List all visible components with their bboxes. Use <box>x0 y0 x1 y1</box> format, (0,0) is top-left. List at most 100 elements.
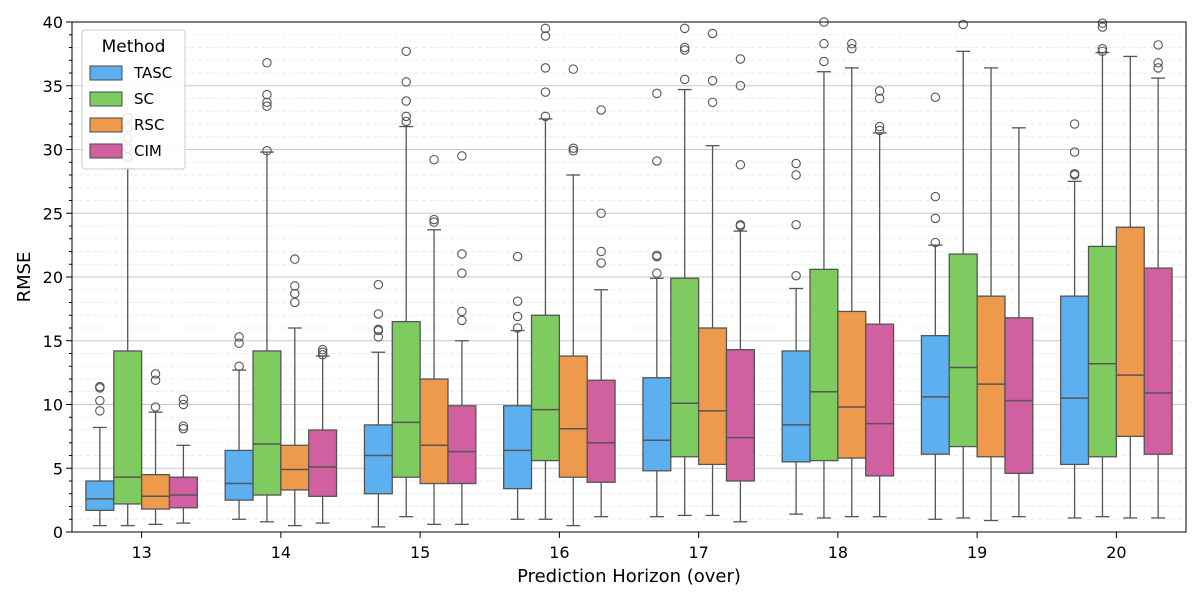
iqr-box <box>168 476 198 509</box>
box-rsc-13 <box>140 369 171 525</box>
iqr-box <box>363 424 393 495</box>
outlier-point <box>735 219 746 230</box>
iqr-box <box>837 310 867 459</box>
series-rsc <box>140 28 1145 527</box>
iqr-box <box>697 327 728 466</box>
outlier-point <box>150 375 161 386</box>
box-rsc-18 <box>837 38 867 518</box>
outlier-point <box>95 381 105 392</box>
outlier-point <box>1097 18 1108 29</box>
outlier-point <box>791 158 801 169</box>
y-tick-label: 35 <box>43 77 63 96</box>
outlier-point <box>401 46 411 57</box>
outlier-point <box>1153 40 1163 50</box>
legend-swatch <box>89 143 123 159</box>
legend-label: CIM <box>134 142 162 160</box>
box-tasc-15 <box>363 279 393 528</box>
outlier-point <box>290 254 300 264</box>
outlier-point <box>679 42 690 53</box>
box-sc-14 <box>252 58 282 523</box>
x-tick-label: 18 <box>828 543 848 562</box>
x-axis: 13 14 15 16 17 18 19 20 <box>131 532 1127 562</box>
outlier-point <box>234 361 244 371</box>
outlier-point <box>178 423 189 434</box>
x-tick-label: 15 <box>410 543 430 562</box>
outlier-point <box>568 64 579 74</box>
outlier-point <box>234 332 244 342</box>
outlier-point <box>262 146 272 156</box>
outlier-point <box>457 268 467 278</box>
outlier-point <box>596 208 606 219</box>
outlier-point <box>540 87 551 97</box>
outlier-point <box>95 406 105 416</box>
outlier-point <box>540 23 551 34</box>
outlier-point <box>262 97 272 108</box>
iqr-box <box>252 350 282 496</box>
box-cim-13 <box>168 394 198 524</box>
iqr-box <box>558 355 588 478</box>
legend-swatch <box>89 91 123 107</box>
outlier-point <box>568 143 579 153</box>
x-tick-label: 17 <box>688 543 708 562</box>
outlier-point <box>373 324 384 335</box>
box-sc-19 <box>948 19 978 519</box>
legend-item-cim: CIM <box>89 142 162 160</box>
outlier-point <box>290 281 300 291</box>
outlier-point <box>679 23 690 34</box>
box-cim-14 <box>308 344 338 524</box>
outlier-point <box>652 156 662 166</box>
outlier-point <box>150 369 161 379</box>
outlier-point <box>652 250 662 261</box>
iqr-box <box>419 378 449 485</box>
outlier-point <box>540 31 551 41</box>
outlier-point <box>429 154 439 165</box>
box-cim-16 <box>586 105 616 518</box>
outlier-point <box>317 347 328 357</box>
iqr-box <box>948 253 978 448</box>
box-sc-20 <box>1087 18 1118 518</box>
outlier-point <box>568 146 579 156</box>
iqr-box <box>1060 295 1090 466</box>
legend: Method TASC SC RSC CIM <box>81 29 186 170</box>
x-tick-label: 19 <box>967 543 987 562</box>
y-tick-label: 30 <box>43 141 63 160</box>
iqr-box <box>976 295 1006 458</box>
outlier-point <box>847 38 857 49</box>
x-tick-label: 14 <box>271 543 291 562</box>
outlier-point <box>373 309 384 319</box>
box-rsc-20 <box>1115 55 1145 519</box>
box-rsc-16 <box>558 64 588 527</box>
outlier-point <box>930 213 941 224</box>
box-rsc-17 <box>697 28 728 517</box>
box-tasc-18 <box>781 158 811 515</box>
iqr-box <box>1115 226 1145 438</box>
outlier-point <box>735 81 746 91</box>
outlier-point <box>512 323 523 333</box>
outlier-point <box>429 214 439 225</box>
outlier-point <box>874 86 885 96</box>
y-axis: 0 5 10 15 20 25 30 35 40 <box>43 13 72 542</box>
outlier-point <box>874 121 885 132</box>
box-rsc-15 <box>419 154 449 525</box>
outlier-point <box>540 63 551 73</box>
outlier-point <box>401 116 411 127</box>
box-tasc-19 <box>920 92 950 520</box>
outlier-point <box>178 399 189 410</box>
outlier-point <box>290 288 300 299</box>
outlier-point <box>317 350 328 360</box>
outlier-point <box>596 246 606 257</box>
iqr-box <box>670 277 700 458</box>
outlier-point <box>930 191 941 202</box>
iqr-box <box>113 350 143 505</box>
y-tick-label: 20 <box>43 268 63 287</box>
outlier-point <box>847 44 857 54</box>
outlier-point <box>596 258 606 268</box>
legend-frame <box>81 29 186 170</box>
outlier-point <box>317 344 328 355</box>
box-sc-13 <box>113 112 143 527</box>
iqr-box <box>586 379 616 483</box>
outlier-point <box>652 268 662 278</box>
outlier-point <box>1097 22 1108 32</box>
box-cim-20 <box>1143 40 1173 519</box>
